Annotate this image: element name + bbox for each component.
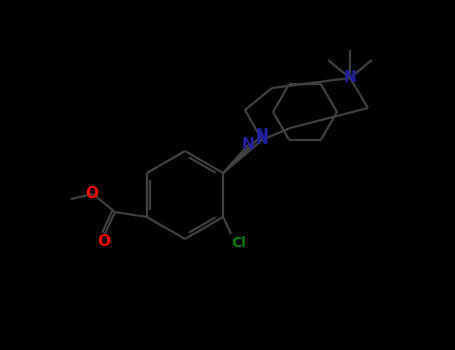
Text: O: O bbox=[86, 186, 98, 201]
Text: N: N bbox=[242, 138, 254, 153]
Text: N: N bbox=[256, 127, 268, 142]
Text: Cl: Cl bbox=[232, 236, 247, 250]
Text: N: N bbox=[256, 133, 268, 147]
Text: N: N bbox=[344, 70, 356, 85]
Text: O: O bbox=[97, 233, 111, 248]
